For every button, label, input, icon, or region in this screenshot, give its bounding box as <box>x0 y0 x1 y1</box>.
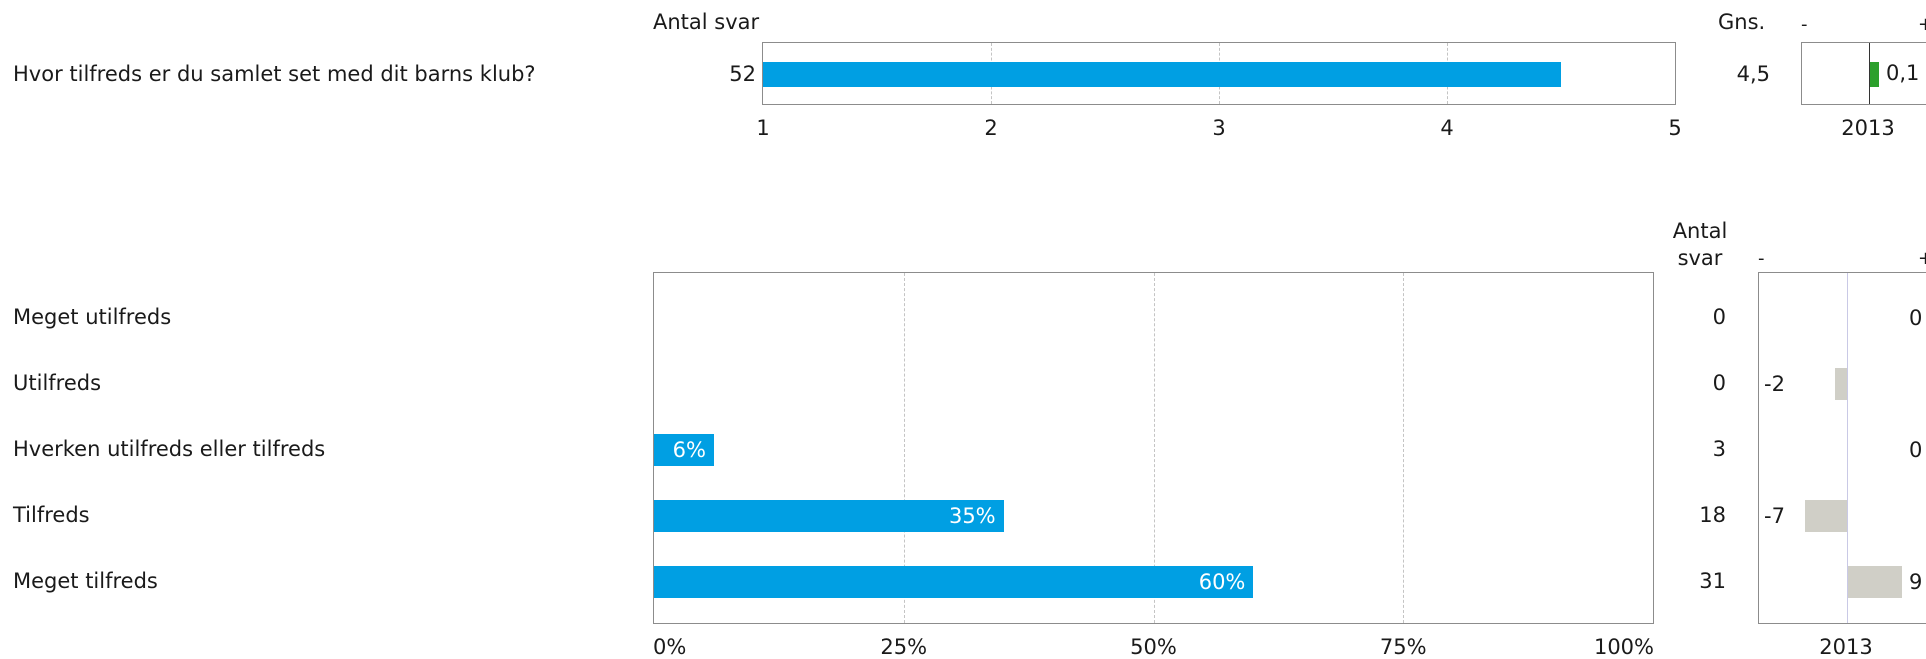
dist-change-minus-label: - <box>1758 248 1765 269</box>
dist-change-year: 2013 <box>1819 635 1873 659</box>
distribution-count: 31 <box>1699 569 1726 593</box>
distribution-gridline <box>903 273 905 623</box>
distribution-bar <box>654 434 714 466</box>
distribution-tick-label: 50% <box>1130 635 1177 659</box>
category-label: Meget utilfreds <box>13 305 172 329</box>
distribution-change-plot: 0 -2 0 -7 9 <box>1758 272 1926 624</box>
mean-tick-label: 1 <box>756 116 770 140</box>
category-label: Hverken utilfreds eller tilfreds <box>13 437 326 461</box>
change-value: -7 <box>1764 504 1785 528</box>
change-bar <box>1805 500 1847 532</box>
distribution-count: 3 <box>1712 437 1726 461</box>
change-bar <box>1835 368 1847 400</box>
change-value: 0 <box>1909 306 1923 330</box>
count-value: 52 <box>729 62 756 86</box>
question-label: Hvor tilfreds er du samlet set med dit b… <box>13 62 536 86</box>
distribution-gridline <box>1153 273 1155 623</box>
distribution-tick-label: 100% <box>1593 635 1654 659</box>
distribution-tick-label: 0% <box>653 635 687 659</box>
mean-bar <box>763 62 1561 87</box>
mean-tick-label: 3 <box>1212 116 1226 140</box>
change-zero-line <box>1847 273 1848 623</box>
mean-bar-plot <box>762 42 1676 105</box>
mean-change-plot: 0,1 <box>1801 42 1926 105</box>
mean-tick-label: 5 <box>1668 116 1682 140</box>
mean-tick-label: 4 <box>1440 116 1454 140</box>
change-value: 0 <box>1909 438 1923 462</box>
dist-change-plus-label: + <box>1918 248 1926 269</box>
distribution-count: 18 <box>1699 503 1726 527</box>
distribution-bar-label: 6% <box>672 438 706 462</box>
change-bar <box>1848 566 1902 598</box>
distribution-bar <box>654 566 1254 598</box>
mean-change-bar <box>1870 62 1879 87</box>
distribution-bar-label: 35% <box>948 504 996 528</box>
distribution-plot: 6% 35% 60% <box>653 272 1654 624</box>
distribution-bar <box>654 500 1004 532</box>
change-value: -2 <box>1764 372 1785 396</box>
mean-tick-label: 2 <box>984 116 998 140</box>
distribution-count: 0 <box>1712 305 1726 329</box>
count-header: Antal svar <box>653 10 760 34</box>
category-label: Meget tilfreds <box>13 569 158 593</box>
change-minus-label: - <box>1801 14 1808 35</box>
mean-change-value: 0,1 <box>1886 61 1920 85</box>
distribution-count: 0 <box>1712 371 1726 395</box>
mean-header: Gns. <box>1718 10 1766 34</box>
category-label: Utilfreds <box>13 371 102 395</box>
distribution-bar-label: 60% <box>1198 570 1246 594</box>
mean-change-zero-line <box>1869 43 1870 104</box>
change-plus-label: + <box>1918 14 1926 35</box>
distribution-gridline <box>1403 273 1405 623</box>
dist-count-header: Antal svar <box>1672 219 1728 271</box>
distribution-tick-label: 75% <box>1379 635 1427 659</box>
mean-value: 4,5 <box>1736 62 1770 86</box>
category-label: Tilfreds <box>13 503 90 527</box>
mean-change-year: 2013 <box>1841 116 1895 140</box>
distribution-tick-label: 25% <box>880 635 928 659</box>
change-value: 9 <box>1909 570 1923 594</box>
